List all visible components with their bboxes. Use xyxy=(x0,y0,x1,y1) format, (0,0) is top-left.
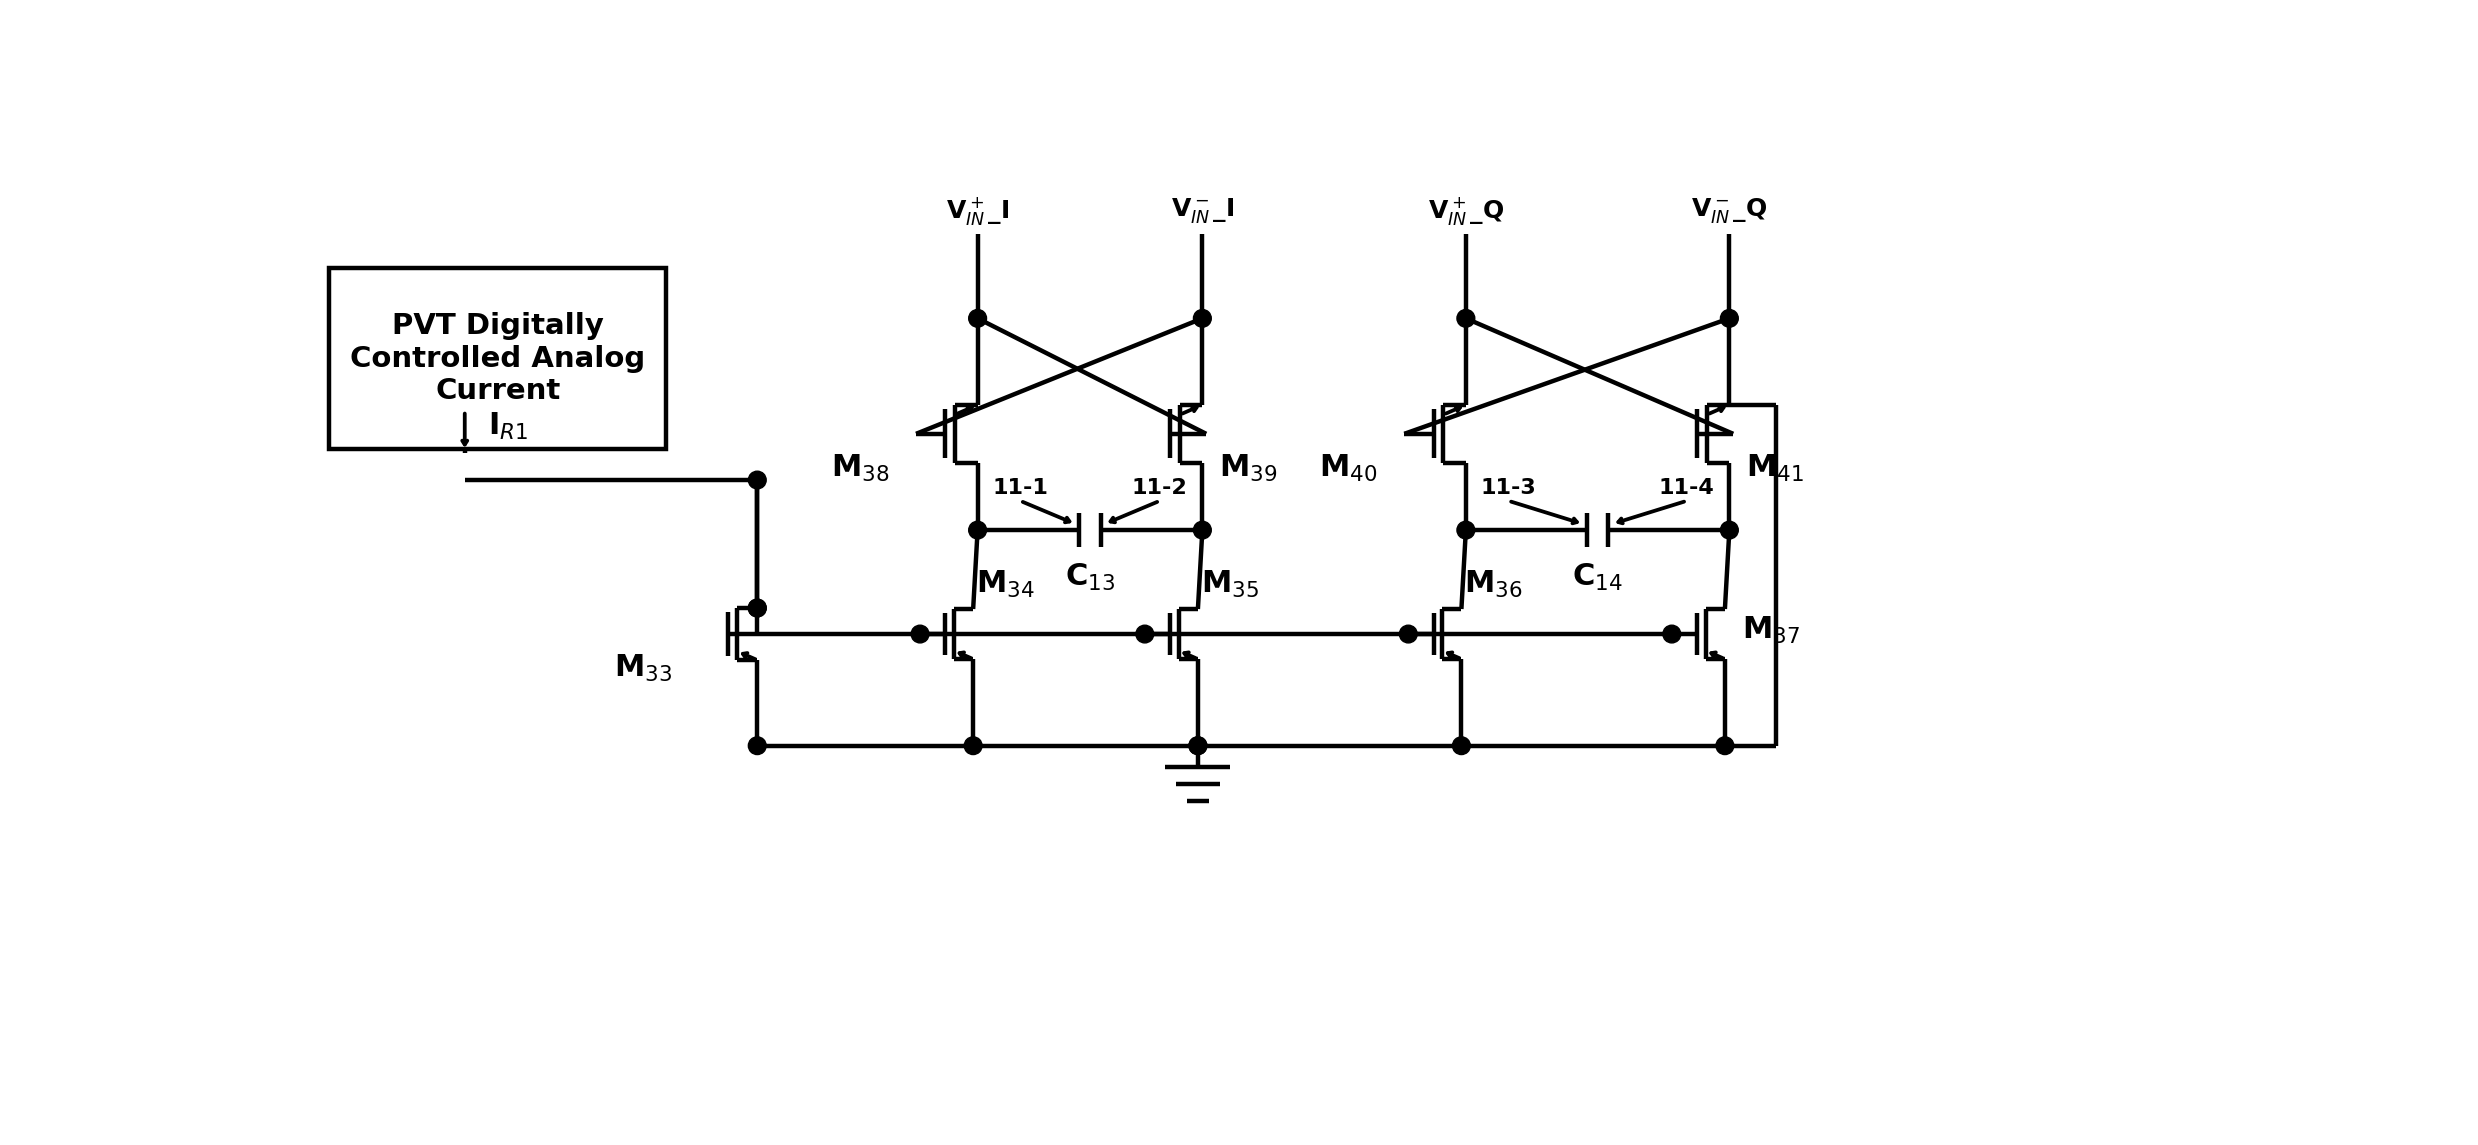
Text: M$_{34}$: M$_{34}$ xyxy=(976,568,1036,600)
Text: V$_{IN}^-$_I: V$_{IN}^-$_I xyxy=(1170,196,1234,226)
Circle shape xyxy=(748,737,766,755)
Circle shape xyxy=(748,599,766,617)
Text: V$_{IN}^+$_I: V$_{IN}^+$_I xyxy=(947,195,1009,227)
Text: PVT Digitally
Controlled Analog
Current: PVT Digitally Controlled Analog Current xyxy=(349,313,644,405)
Text: V$_{IN}^-$_Q: V$_{IN}^-$_Q xyxy=(1690,196,1767,226)
Text: M$_{36}$: M$_{36}$ xyxy=(1464,568,1524,600)
Circle shape xyxy=(1457,309,1474,327)
Circle shape xyxy=(1400,625,1417,642)
Circle shape xyxy=(1452,737,1469,755)
Circle shape xyxy=(969,521,986,539)
Circle shape xyxy=(748,472,766,489)
Text: C$_{13}$: C$_{13}$ xyxy=(1066,562,1115,593)
Circle shape xyxy=(1457,521,1474,539)
Text: M$_{37}$: M$_{37}$ xyxy=(1742,615,1799,646)
Text: M$_{39}$: M$_{39}$ xyxy=(1219,453,1279,484)
Circle shape xyxy=(1194,309,1212,327)
Circle shape xyxy=(1189,737,1207,755)
Text: 11-3: 11-3 xyxy=(1482,477,1536,498)
Text: M$_{33}$: M$_{33}$ xyxy=(615,653,672,685)
Circle shape xyxy=(1715,737,1735,755)
Text: I$_{R1}$: I$_{R1}$ xyxy=(488,411,528,442)
Circle shape xyxy=(912,625,929,642)
Circle shape xyxy=(1663,625,1680,642)
Text: M$_{40}$: M$_{40}$ xyxy=(1318,453,1378,484)
Text: 11-1: 11-1 xyxy=(991,477,1048,498)
Circle shape xyxy=(1720,309,1737,327)
Circle shape xyxy=(1135,625,1155,642)
Text: 11-2: 11-2 xyxy=(1132,477,1187,498)
Circle shape xyxy=(1720,521,1737,539)
Circle shape xyxy=(748,599,766,617)
Text: M$_{41}$: M$_{41}$ xyxy=(1747,453,1804,484)
Text: M$_{38}$: M$_{38}$ xyxy=(830,453,890,484)
Text: 11-4: 11-4 xyxy=(1658,477,1715,498)
Text: V$_{IN}^+$_Q: V$_{IN}^+$_Q xyxy=(1427,195,1504,227)
Text: C$_{14}$: C$_{14}$ xyxy=(1571,562,1623,593)
Circle shape xyxy=(964,737,981,755)
Text: M$_{35}$: M$_{35}$ xyxy=(1202,568,1259,600)
Bar xyxy=(330,268,667,449)
Circle shape xyxy=(969,309,986,327)
Circle shape xyxy=(1194,521,1212,539)
Circle shape xyxy=(1189,737,1207,755)
